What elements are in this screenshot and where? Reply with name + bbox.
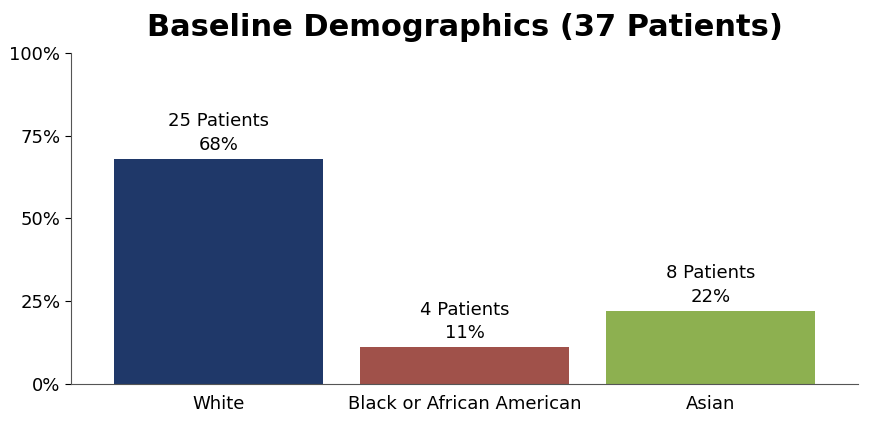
Text: 25 Patients
68%: 25 Patients 68%: [168, 112, 269, 154]
Bar: [360, 348, 569, 384]
Text: 4 Patients
11%: 4 Patients 11%: [419, 301, 510, 342]
Bar: [606, 311, 815, 384]
Title: Baseline Demographics (37 Patients): Baseline Demographics (37 Patients): [147, 13, 782, 42]
Text: 8 Patients
22%: 8 Patients 22%: [666, 264, 756, 306]
Bar: [114, 159, 323, 384]
